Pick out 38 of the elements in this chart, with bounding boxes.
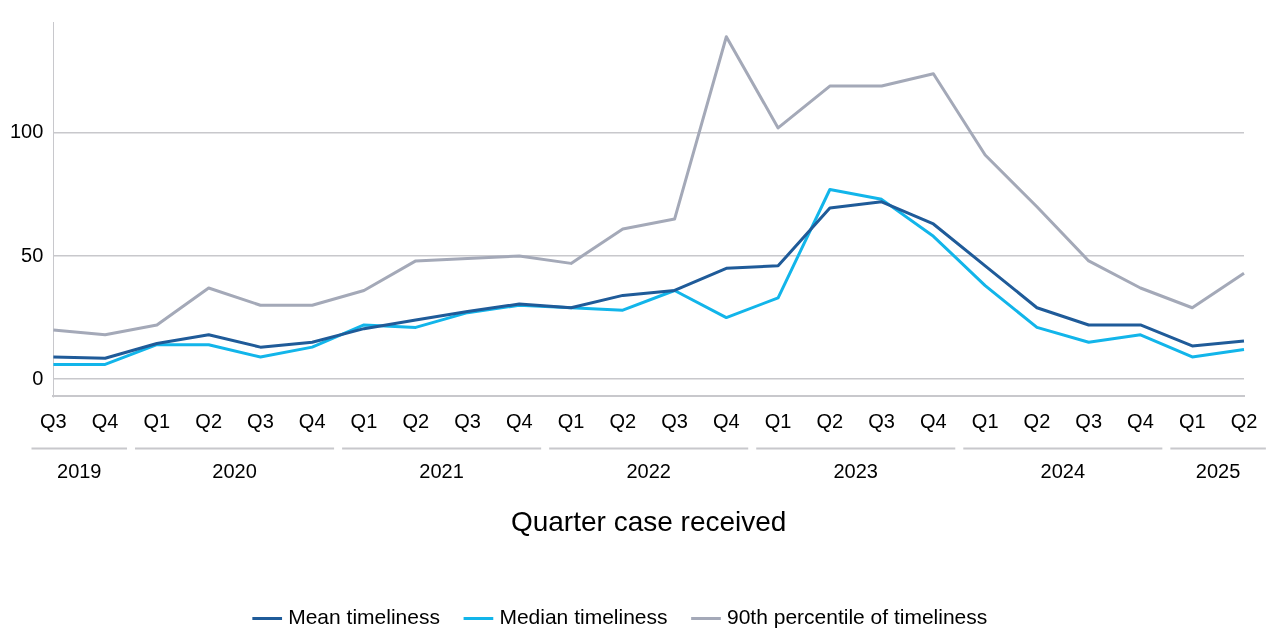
x-tick-label: Q4: [298, 409, 326, 432]
x-tick-label: Q4: [920, 409, 947, 432]
text: 2019: [57, 459, 102, 482]
text: 2021: [419, 459, 464, 482]
x-tick-label: Q2: [1023, 409, 1051, 432]
text: 2025: [1195, 459, 1241, 482]
x-tick-label: Q2: [816, 409, 844, 432]
x-tick-label: Q2: [609, 409, 637, 432]
x-axis-title: Quarter case received: [510, 505, 787, 537]
x-tick-label: Q4: [91, 409, 119, 432]
text: 2023: [833, 459, 878, 482]
x-tick-label: Q3: [1075, 409, 1103, 432]
y-tick-label: 50: [21, 243, 44, 266]
text: 2022: [626, 459, 671, 482]
text: 2024: [1040, 459, 1086, 482]
x-tick-label: Q2: [195, 409, 223, 432]
x-tick-label: Q2: [1230, 409, 1258, 432]
x-tick-label: Q1: [1178, 409, 1206, 432]
x-tick-label: Q1: [557, 409, 585, 432]
text: 2020: [212, 459, 257, 482]
x-tick-label: Q3: [868, 409, 895, 432]
y-tick-label: 100: [9, 120, 44, 143]
x-tick-label: Q1: [764, 409, 792, 432]
x-tick-label: Q1: [350, 409, 378, 432]
x-tick-label: Q3: [247, 409, 274, 432]
legend-label: 90th percentile of timeliness: [727, 605, 988, 629]
x-tick-label: Q1: [971, 409, 999, 432]
x-tick-label: Q4: [505, 409, 533, 432]
x-tick-label: Q3: [40, 409, 67, 432]
x-tick-label: Q4: [712, 409, 740, 432]
x-tick-label: Q4: [1127, 409, 1154, 432]
x-tick-label: Q1: [143, 409, 171, 432]
legend-label: Mean timeliness: [288, 605, 440, 629]
x-tick-label: Q2: [402, 409, 430, 432]
legend-label: Median timeliness: [499, 605, 668, 629]
x-tick-label: Q3: [454, 409, 481, 432]
y-tick-label: 0: [32, 366, 44, 389]
x-tick-label: Q3: [661, 409, 688, 432]
